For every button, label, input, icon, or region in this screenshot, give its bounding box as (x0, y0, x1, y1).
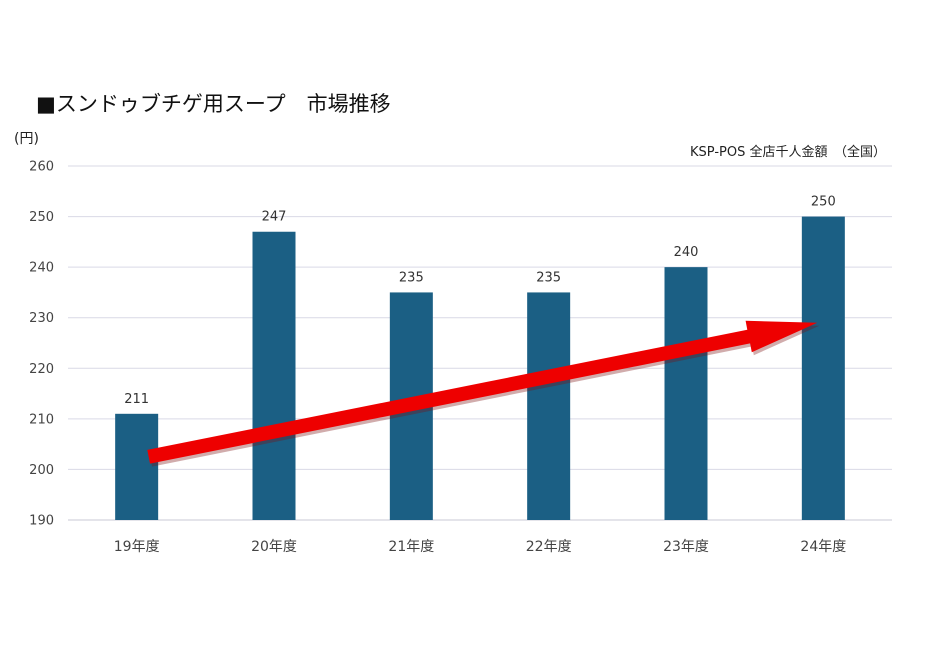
data-label: 211 (124, 392, 149, 407)
y-tick-label: 240 (29, 261, 54, 276)
bar (252, 231, 296, 520)
y-tick-label: 210 (29, 412, 54, 427)
x-tick-label: 23年度 (663, 539, 709, 555)
x-tick-label: 22年度 (526, 539, 572, 555)
chart-title: ■スンドゥブチゲ用スープ 市場推移 (36, 92, 391, 116)
y-tick-label: 260 (29, 160, 54, 175)
data-label: 247 (262, 210, 287, 225)
data-label: 250 (811, 195, 836, 210)
x-tick-label: 21年度 (388, 539, 434, 555)
data-label: 240 (674, 245, 699, 260)
trend-arrow (147, 320, 818, 464)
label-layer: 190 200 210 220 230 240 250 260 211 19年度 247 20年度 23… (29, 160, 846, 556)
y-tick-label: 190 (29, 514, 54, 529)
bar (801, 216, 845, 521)
source-note: KSP-POS 全店千人金額 （全国） (690, 145, 886, 160)
y-tick-label: 220 (29, 362, 54, 377)
y-tick-label: 230 (29, 311, 54, 326)
grid-layer (68, 165, 892, 521)
bar (115, 413, 159, 520)
y-tick-label: 200 (29, 463, 54, 478)
data-label: 235 (536, 270, 561, 285)
bar (527, 292, 571, 520)
y-axis-unit: (円) (14, 131, 39, 147)
x-tick-label: 19年度 (114, 539, 160, 555)
data-label: 235 (399, 270, 424, 285)
x-tick-label: 20年度 (251, 539, 297, 555)
y-tick-label: 250 (29, 210, 54, 225)
x-tick-label: 24年度 (800, 539, 846, 555)
trend-arrow-layer (147, 320, 820, 467)
bar (664, 267, 708, 520)
